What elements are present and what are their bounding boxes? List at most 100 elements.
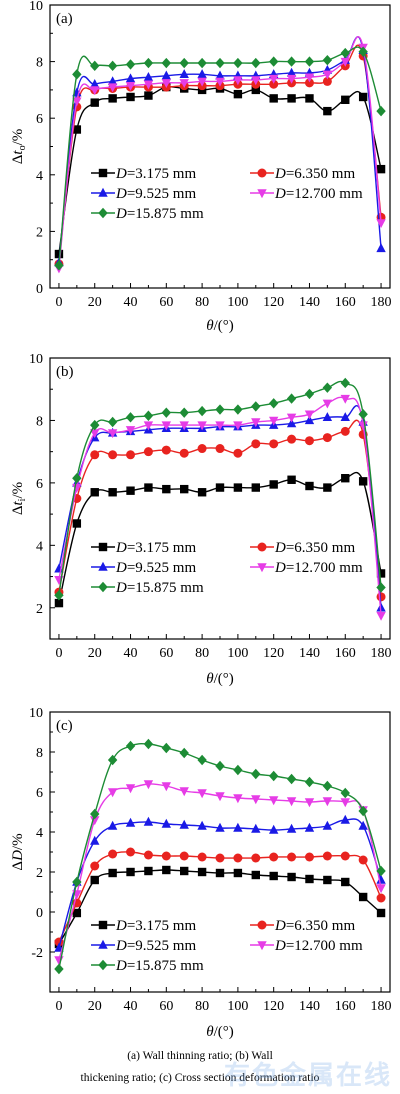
data-point <box>90 861 100 871</box>
data-point <box>161 79 172 89</box>
data-point <box>215 483 225 492</box>
data-point <box>215 70 225 80</box>
data-point <box>179 787 189 797</box>
data-point <box>376 243 386 253</box>
x-axis-label: θ/(°) <box>206 1024 234 1040</box>
data-point <box>340 57 350 67</box>
y-tick-label: 8 <box>36 56 43 71</box>
x-axis-label-unit: /(°) <box>214 1024 234 1040</box>
data-point <box>322 382 333 393</box>
legend-entry: D=15.875 mm <box>115 958 204 974</box>
y-axis-label: ΔD/% <box>10 833 26 870</box>
legend-marker <box>98 959 108 971</box>
data-point <box>126 450 136 460</box>
series-5 <box>54 46 386 271</box>
y-tick-label: 4 <box>36 539 43 554</box>
data-point <box>305 481 314 491</box>
data-point <box>233 764 243 776</box>
data-point <box>251 85 260 95</box>
data-point <box>143 738 154 750</box>
data-point <box>287 852 297 862</box>
data-point <box>233 76 243 86</box>
data-point <box>161 742 172 754</box>
data-point <box>269 871 278 881</box>
data-point <box>251 483 260 492</box>
data-point <box>340 47 350 59</box>
data-point <box>304 415 315 425</box>
x-tick-label: 40 <box>124 646 138 661</box>
legend-entry-text: =9.525 mm <box>127 186 197 202</box>
data-point <box>233 89 243 99</box>
series-5 <box>54 738 386 975</box>
data-point <box>162 484 171 494</box>
x-tick-label: 140 <box>299 295 320 310</box>
data-point <box>179 819 189 829</box>
x-tick-label: 0 <box>55 646 62 661</box>
y-axis-label: Δti/% <box>10 482 28 515</box>
data-point <box>161 70 172 80</box>
data-point <box>376 908 386 918</box>
panel-label: (a) <box>56 11 73 27</box>
legend-entry: D=15.875 mm <box>115 206 204 222</box>
x-tick-label: 80 <box>195 295 209 310</box>
data-point <box>286 74 297 84</box>
x-tick-label: 100 <box>227 646 248 661</box>
data-point <box>251 76 261 86</box>
data-point <box>72 876 82 888</box>
x-tick-label: 140 <box>299 999 320 1014</box>
data-point <box>304 822 315 832</box>
legend-entry: D=12.700 mm <box>274 186 363 202</box>
x-tick-label: 0 <box>55 999 62 1014</box>
data-point <box>376 569 386 578</box>
y-tick-label: 2 <box>36 602 43 617</box>
data-point <box>323 483 332 492</box>
data-point <box>322 851 332 861</box>
data-point <box>269 79 279 89</box>
x-tick-label: 80 <box>195 999 209 1014</box>
legend-entry: D=9.525 mm <box>115 186 196 202</box>
y-tick-label: 0 <box>36 906 43 921</box>
legend-entry: D=3.175 mm <box>115 166 196 182</box>
data-point <box>161 445 171 455</box>
data-point <box>322 433 332 443</box>
legend-entry-variable: D <box>115 918 127 934</box>
data-point <box>108 849 118 859</box>
data-point <box>215 444 225 454</box>
data-point <box>286 797 297 807</box>
data-point <box>323 875 332 885</box>
data-point <box>376 105 386 117</box>
data-point <box>341 877 350 887</box>
data-point <box>376 874 386 884</box>
data-point <box>287 434 297 444</box>
data-point <box>161 782 172 792</box>
data-point <box>322 780 333 792</box>
chart-panel-2: 0 20 40 60 80 100 120 140 160 180246810(b)Δti/%θ/… <box>10 352 392 687</box>
series-1 <box>54 865 386 949</box>
data-point <box>358 409 368 420</box>
data-point <box>322 54 333 66</box>
legend-marker <box>98 920 108 930</box>
data-point <box>322 820 333 830</box>
y-tick-label: 2 <box>36 225 43 240</box>
legend-entry-text: =9.525 mm <box>127 938 197 954</box>
data-point <box>304 73 315 83</box>
x-axis-label: θ/(°) <box>206 671 234 687</box>
data-point <box>72 125 82 134</box>
data-point <box>54 590 64 601</box>
data-point <box>54 249 64 259</box>
legend-entry: D=3.175 mm <box>115 918 196 934</box>
x-tick-label: 0 <box>55 295 62 310</box>
data-point <box>125 426 136 436</box>
data-point <box>340 851 350 861</box>
data-point <box>322 76 332 86</box>
data-point <box>286 823 297 833</box>
data-point <box>197 488 207 497</box>
plot-frame <box>49 357 391 640</box>
data-point <box>90 60 100 72</box>
data-point <box>251 439 261 449</box>
x-tick-label: 180 <box>371 999 392 1014</box>
data-point <box>215 822 225 832</box>
legend-entry-text: =3.175 mm <box>127 166 197 182</box>
data-point <box>72 519 82 528</box>
legend-entry-variable: D <box>274 166 286 182</box>
